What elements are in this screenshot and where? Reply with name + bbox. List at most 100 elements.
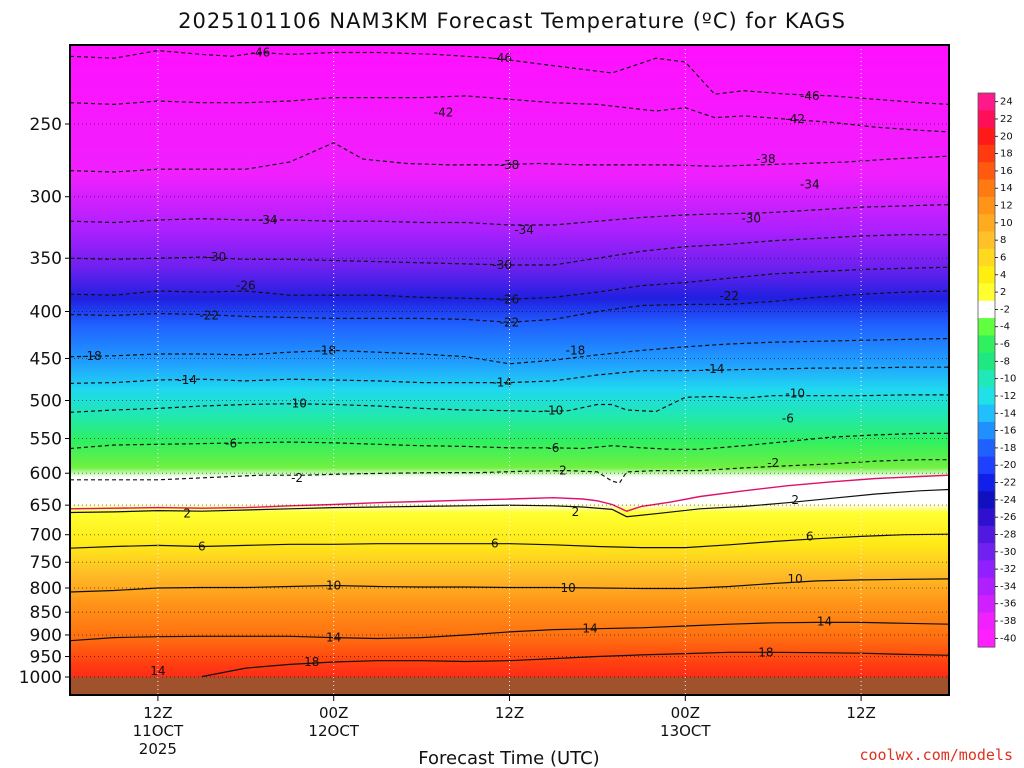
colorbar-swatch	[978, 421, 995, 440]
contour-line	[70, 49, 949, 105]
contour-label: -14	[177, 373, 197, 387]
contour-label: -22	[500, 315, 520, 329]
contour-label: -46	[251, 46, 271, 60]
colorbar-label: -10	[1000, 374, 1016, 385]
y-axis-ticks: 250 300 350 400 450 500 550 600 650 700 750 800 850 9…	[19, 115, 70, 688]
colorbar-swatch	[978, 93, 995, 111]
colorbar-label: 22	[1000, 114, 1013, 125]
x-tick-label: 12Z	[495, 704, 524, 722]
colorbar-label: -34	[1000, 581, 1016, 592]
colorbar-label: -30	[1000, 547, 1016, 558]
y-tick-label: 450	[30, 349, 62, 369]
colorbar-label: 2	[1000, 287, 1006, 298]
colorbar-label: -22	[1000, 478, 1016, 489]
contour-line	[70, 394, 949, 413]
y-tick-label: 650	[30, 496, 62, 516]
colorbar-swatch	[978, 491, 995, 510]
colorbar-swatch	[978, 577, 995, 596]
colorbar-label: 10	[1000, 218, 1013, 229]
contour-line	[70, 578, 949, 593]
colorbar-label: -38	[1000, 616, 1016, 627]
contour-label: -46	[800, 89, 820, 103]
colorbar-label: 8	[1000, 235, 1006, 246]
colorbar-label: -4	[1000, 322, 1010, 333]
contour-line	[70, 432, 949, 450]
colorbar-frame	[977, 92, 996, 648]
colorbar-swatch	[978, 318, 995, 336]
x-tick-label: 2025	[139, 740, 177, 758]
y-tick-label: 350	[30, 249, 62, 269]
colorbar-label: 20	[1000, 131, 1013, 142]
colorbar-swatch	[978, 283, 995, 302]
colorbar-swatch	[978, 162, 995, 181]
colorbar-swatch	[978, 144, 995, 163]
colorbar-swatch	[978, 525, 995, 544]
contour-label: 6	[806, 529, 814, 543]
y-tick-label: 550	[30, 430, 62, 450]
y-tick-label: 750	[30, 553, 62, 573]
contour-label: 14	[150, 664, 165, 678]
contour-label: -2	[555, 464, 567, 478]
colorbar-swatch	[978, 266, 995, 285]
colorbar-swatch	[978, 456, 995, 475]
colorbar-swatch	[978, 370, 995, 388]
colorbar-swatch	[978, 110, 995, 129]
contour-lines	[70, 49, 949, 678]
contour-label: -38	[756, 152, 776, 166]
contour-label: -14	[705, 362, 725, 376]
contour-label: 14	[582, 621, 597, 635]
colorbar-label: -16	[1000, 426, 1016, 437]
contour-label: -6	[225, 437, 237, 451]
contour-label: -46	[492, 51, 512, 65]
contour-label: 6	[491, 537, 499, 551]
x-tick-label: 12Z	[846, 704, 875, 722]
colorbar-swatch	[978, 404, 995, 423]
contour-label: -22	[719, 289, 739, 303]
colorbar-label: -20	[1000, 460, 1016, 471]
contour-line	[70, 142, 949, 173]
contour-label: -18	[566, 343, 586, 357]
contour-line	[70, 474, 949, 512]
contour-label: -38	[500, 158, 520, 172]
y-tick-label: 950	[30, 648, 62, 668]
colorbar-label: -2	[1000, 304, 1010, 315]
x-tick-label: 13OCT	[660, 722, 711, 740]
colorbar-label: 14	[1000, 183, 1013, 194]
colorbar-swatch	[978, 352, 995, 371]
contour-line	[70, 533, 949, 549]
colorbar-swatch	[978, 300, 995, 319]
colorbar-label: 24	[1000, 97, 1013, 108]
contour-label: -18	[82, 349, 102, 363]
contour-label: -10	[785, 386, 805, 400]
contour-line	[70, 95, 949, 133]
colorbar-swatch	[978, 508, 995, 527]
contour-label: -10	[287, 397, 307, 411]
colorbar-label: -14	[1000, 408, 1016, 419]
contour-label: 18	[304, 655, 319, 669]
colorbar-swatch	[978, 335, 995, 354]
contour-label: -30	[741, 212, 761, 226]
colorbar-swatch	[978, 560, 995, 579]
chart-title: 2025101106 NAM3KM Forecast Temperature (…	[178, 9, 846, 33]
y-tick-label: 850	[30, 603, 62, 623]
y-tick-label: 700	[30, 526, 62, 546]
x-tick-label: 12Z	[143, 704, 172, 722]
y-tick-label: 500	[30, 392, 62, 412]
credit-link[interactable]: coolwx.com/models	[859, 746, 1013, 764]
y-tick-label: 250	[30, 115, 62, 135]
colorbar-label: -18	[1000, 443, 1016, 454]
contour-label: -2	[291, 471, 303, 485]
colorbar-label: -40	[1000, 633, 1016, 644]
contour-label: -10	[544, 404, 564, 418]
contour-label: 18	[758, 645, 773, 659]
contour-labels: -46 -46 -46 -42 -42 -38 -38 -34 -34 -34 -30 -30 -30 -…	[82, 46, 832, 678]
colorbar-label: 18	[1000, 149, 1013, 160]
y-tick-label: 400	[30, 302, 62, 322]
colorbar-swatch	[978, 196, 995, 215]
colorbar-swatch	[978, 629, 995, 648]
colorbar-label: 6	[1000, 252, 1006, 263]
colorbar-swatch	[978, 595, 995, 613]
contour-label: -30	[492, 258, 512, 272]
contour-label: -6	[782, 411, 794, 425]
